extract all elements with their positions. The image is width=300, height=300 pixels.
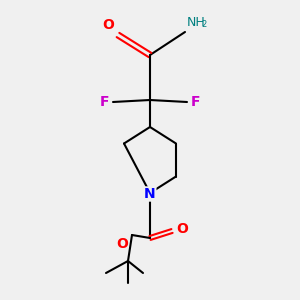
Text: F: F <box>191 95 200 109</box>
Text: 2: 2 <box>201 20 206 29</box>
Text: O: O <box>116 237 128 251</box>
Text: O: O <box>176 222 188 236</box>
Text: F: F <box>100 95 109 109</box>
Text: NH: NH <box>187 16 206 29</box>
Text: N: N <box>144 187 156 201</box>
Text: O: O <box>102 18 114 32</box>
